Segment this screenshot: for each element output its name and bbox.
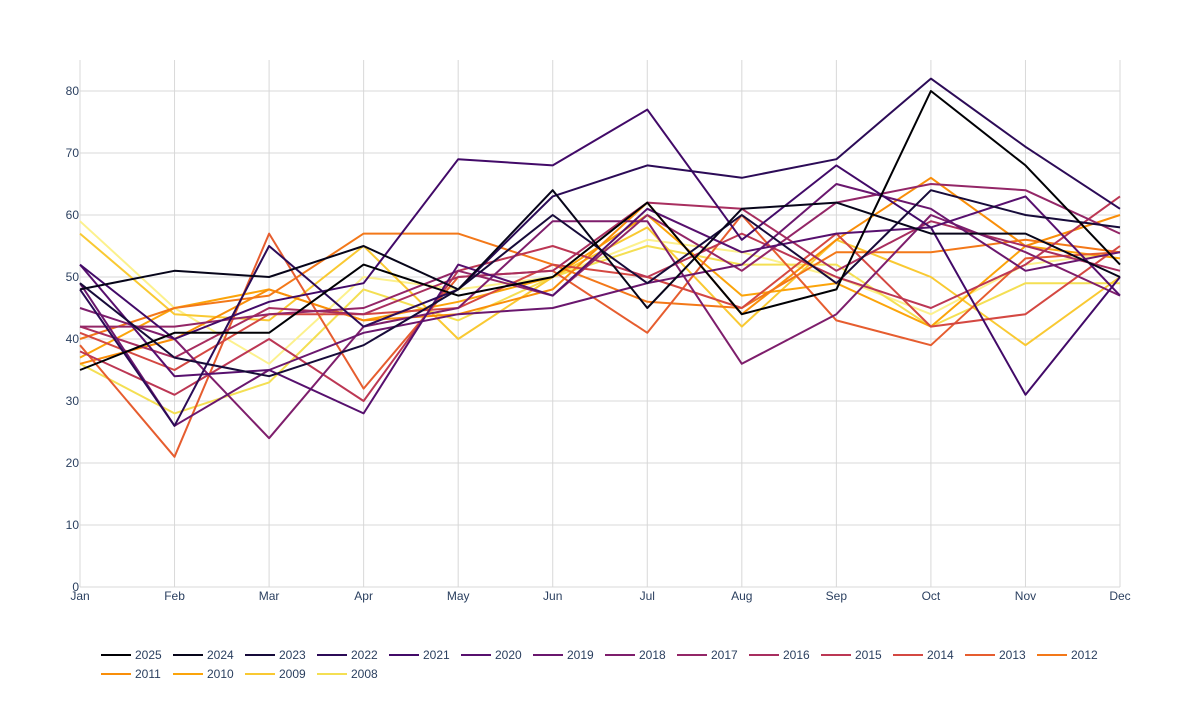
series-lines bbox=[79, 77, 1121, 458]
series-line-2015 bbox=[79, 195, 1121, 402]
x-tick-label: Mar bbox=[259, 589, 280, 603]
legend-label: 2012 bbox=[1071, 648, 1098, 662]
legend-item-2021[interactable]: 2021 bbox=[389, 648, 450, 662]
legend-label: 2018 bbox=[639, 648, 666, 662]
legend-item-2023[interactable]: 2023 bbox=[245, 648, 306, 662]
series-line-2024 bbox=[79, 189, 1121, 309]
legend-item-2025[interactable]: 2025 bbox=[101, 648, 162, 662]
x-tick-label: Oct bbox=[922, 589, 941, 603]
legend-item-2017[interactable]: 2017 bbox=[677, 648, 738, 662]
grid bbox=[79, 60, 1121, 588]
legend-label: 2011 bbox=[135, 667, 161, 681]
x-tick-label: Aug bbox=[731, 589, 752, 603]
series-line-2012 bbox=[79, 232, 1121, 340]
y-tick-label: 40 bbox=[66, 332, 80, 346]
x-tick-label: May bbox=[447, 589, 470, 603]
legend-item-2018[interactable]: 2018 bbox=[605, 648, 666, 662]
y-tick-label: 50 bbox=[66, 270, 80, 284]
legend-label: 2019 bbox=[567, 648, 594, 662]
axes: Jan Feb Mar Apr May Jun Jul Aug Sep Oct Nov Dec 0 10 2… bbox=[66, 84, 1131, 603]
legend-label: 2022 bbox=[351, 648, 378, 662]
x-tick-label: Feb bbox=[164, 589, 185, 603]
series-line-unnamed bbox=[79, 220, 1121, 365]
x-tick-label: Sep bbox=[826, 589, 848, 603]
legend-label: 2017 bbox=[711, 648, 738, 662]
legend-label: 2016 bbox=[783, 648, 810, 662]
series-line-2014 bbox=[79, 232, 1121, 371]
x-tick-label: Dec bbox=[1109, 589, 1130, 603]
legend[interactable]: 2025 2024 2023 2022 2021 2020 2019 2018 2017 2016… bbox=[101, 648, 1098, 681]
x-tick-label: Jul bbox=[640, 589, 655, 603]
legend-item-2019[interactable]: 2019 bbox=[533, 648, 594, 662]
series-line-2021 bbox=[79, 108, 1121, 396]
legend-label: 2009 bbox=[279, 667, 306, 681]
series-line-2019 bbox=[79, 183, 1121, 427]
legend-item-2022[interactable]: 2022 bbox=[317, 648, 378, 662]
legend-item-2024[interactable]: 2024 bbox=[173, 648, 234, 662]
legend-label: 2008 bbox=[351, 667, 378, 681]
y-tick-label: 10 bbox=[66, 518, 80, 532]
legend-label: 2024 bbox=[207, 648, 234, 662]
series-line-2025 bbox=[79, 90, 1121, 371]
legend-item-2011[interactable]: 2011 bbox=[101, 667, 161, 681]
legend-item-2008[interactable]: 2008 bbox=[317, 667, 378, 681]
legend-label: 2014 bbox=[927, 648, 954, 662]
y-tick-label: 60 bbox=[66, 208, 80, 222]
x-tick-label: Jun bbox=[543, 589, 562, 603]
legend-item-2013[interactable]: 2013 bbox=[965, 648, 1026, 662]
legend-label: 2013 bbox=[999, 648, 1026, 662]
x-tick-label: Jan bbox=[70, 589, 89, 603]
legend-item-2012[interactable]: 2012 bbox=[1037, 648, 1098, 662]
x-tick-label: Apr bbox=[354, 589, 373, 603]
series-line-2013 bbox=[79, 214, 1121, 458]
legend-item-2014[interactable]: 2014 bbox=[893, 648, 954, 662]
legend-item-2016[interactable]: 2016 bbox=[749, 648, 810, 662]
legend-label: 2025 bbox=[135, 648, 162, 662]
legend-label: 2021 bbox=[423, 648, 450, 662]
y-tick-label: 30 bbox=[66, 394, 80, 408]
legend-item-2010[interactable]: 2010 bbox=[173, 667, 234, 681]
legend-label: 2010 bbox=[207, 667, 234, 681]
y-tick-label: 0 bbox=[72, 580, 79, 594]
x-tick-label: Nov bbox=[1015, 589, 1036, 603]
legend-label: 2023 bbox=[279, 648, 306, 662]
legend-label: 2015 bbox=[855, 648, 882, 662]
legend-item-2015[interactable]: 2015 bbox=[821, 648, 882, 662]
y-tick-label: 80 bbox=[66, 84, 80, 98]
legend-label: 2020 bbox=[495, 648, 522, 662]
y-tick-label: 20 bbox=[66, 456, 80, 470]
series-line-2020 bbox=[79, 195, 1121, 415]
series-line-2017 bbox=[80, 183, 1121, 328]
legend-item-2020[interactable]: 2020 bbox=[461, 648, 522, 662]
y-tick-label: 70 bbox=[66, 146, 80, 160]
legend-item-2009[interactable]: 2009 bbox=[245, 667, 306, 681]
